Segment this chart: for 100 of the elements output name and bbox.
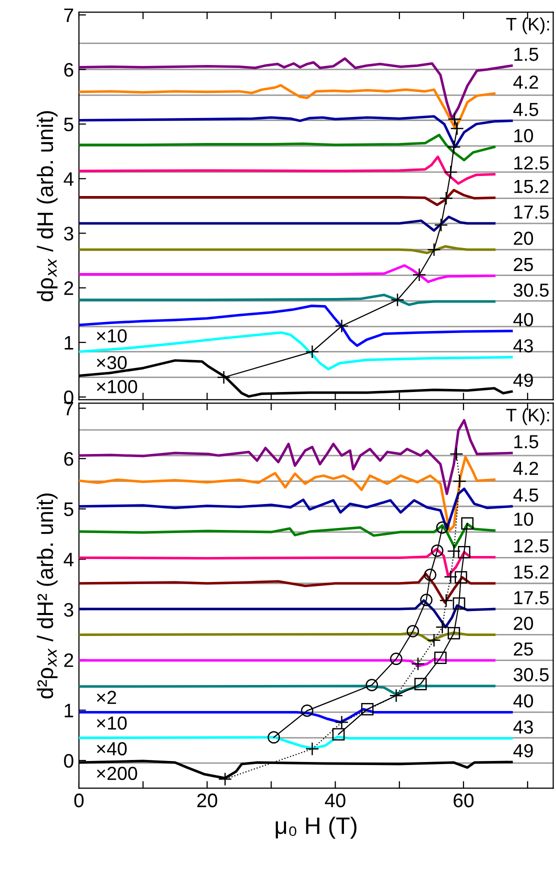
line-series <box>78 134 496 162</box>
annotation: 25 <box>514 642 533 656</box>
point <box>420 594 432 606</box>
annotation: ×10 <box>96 329 127 342</box>
line-series <box>78 331 513 370</box>
annotation: T (K): <box>506 408 549 426</box>
annotation: ×10 <box>96 716 127 730</box>
point <box>334 715 349 730</box>
annotation: ×40 <box>96 742 127 756</box>
x-tick-label: 0 <box>74 794 84 808</box>
annotation: 49 <box>513 374 533 387</box>
annotation: 12.5 <box>514 156 549 170</box>
x-tick-label: 20 <box>197 794 218 808</box>
point <box>434 218 448 232</box>
point <box>447 544 461 558</box>
point <box>435 620 450 634</box>
point <box>414 678 427 690</box>
annotation: 20 <box>514 616 534 630</box>
point <box>216 370 231 384</box>
annotation: 4.5 <box>513 103 538 116</box>
y-tick-label: 4 <box>64 552 74 566</box>
line-series <box>78 216 496 232</box>
point <box>406 624 420 638</box>
annotation: 15.2 <box>514 565 548 579</box>
point <box>450 447 464 461</box>
point <box>434 652 447 664</box>
point <box>454 571 468 584</box>
line-series <box>78 156 496 185</box>
point <box>452 474 467 488</box>
y-tick-label: 5 <box>64 502 74 516</box>
point <box>436 521 449 534</box>
point <box>334 319 349 333</box>
point <box>439 594 454 608</box>
annotation: 1.5 <box>514 435 538 448</box>
point <box>412 268 426 282</box>
point <box>389 688 404 702</box>
y-tick-label: 7 <box>64 8 74 22</box>
annotation: 30.5 <box>514 284 549 297</box>
annotation: ×30 <box>96 356 127 370</box>
y-axis-title: d²ρ$_{xx}$ / dH² (arb. unit) <box>36 494 58 698</box>
point <box>300 704 314 717</box>
point <box>444 570 458 584</box>
point <box>332 728 345 741</box>
point <box>439 191 454 206</box>
point <box>268 731 280 744</box>
x-tick-label: 40 <box>324 794 346 808</box>
annotation: 4.2 <box>513 462 538 475</box>
point <box>218 772 232 786</box>
point <box>448 627 460 640</box>
point <box>427 242 441 256</box>
point <box>390 292 404 307</box>
point <box>444 165 458 179</box>
annotation: 4.2 <box>513 76 538 89</box>
y-tick-label: 3 <box>64 603 74 617</box>
annotation: 12.5 <box>514 539 549 553</box>
y-tick-label: 2 <box>64 653 74 667</box>
line-series <box>78 115 513 148</box>
annotation: 43 <box>513 339 533 352</box>
annotation: 10 <box>514 512 534 526</box>
line-series <box>78 264 496 284</box>
y-tick-label: 1 <box>64 704 74 718</box>
annotation: 10 <box>514 129 534 142</box>
y-tick-label: 1 <box>64 336 74 350</box>
annotation: 15.2 <box>514 180 548 194</box>
point <box>390 652 402 666</box>
annotation: 30.5 <box>514 668 549 682</box>
line-series <box>78 188 496 206</box>
point <box>452 597 466 610</box>
y-tick-label: 5 <box>64 118 74 132</box>
point <box>450 122 464 136</box>
point <box>424 568 436 581</box>
annotation: T (K): <box>506 17 549 34</box>
y-tick-label: 6 <box>64 452 74 466</box>
annotation: ×2 <box>96 690 116 704</box>
point <box>305 344 320 359</box>
annotation: 40 <box>513 312 534 326</box>
annotation: 40 <box>513 694 534 708</box>
annotation: 43 <box>513 720 533 734</box>
x-axis-title: μ₀ H (T) <box>276 816 356 839</box>
point <box>431 544 444 557</box>
y-tick-label: 0 <box>64 754 74 768</box>
y-tick-label: 2 <box>64 281 74 295</box>
line-series <box>78 57 513 120</box>
y-tick-label: 3 <box>64 226 74 240</box>
annotation: ×200 <box>96 766 138 780</box>
point <box>458 546 470 558</box>
y-tick-label: 4 <box>64 172 74 186</box>
annotation: 25 <box>514 258 533 272</box>
point <box>447 140 461 154</box>
annotation: 20 <box>514 232 534 245</box>
y-axis-title: dρ$_{xx}$ / dH (arb. unit) <box>36 111 58 302</box>
annotation: 1.5 <box>514 48 538 61</box>
point <box>448 112 462 126</box>
point <box>361 702 374 716</box>
annotation: 17.5 <box>514 591 549 604</box>
x-tick-label: 60 <box>454 794 474 808</box>
line-series <box>78 304 513 347</box>
line-series <box>78 84 496 130</box>
point <box>427 633 441 648</box>
annotation: ×100 <box>96 380 138 394</box>
